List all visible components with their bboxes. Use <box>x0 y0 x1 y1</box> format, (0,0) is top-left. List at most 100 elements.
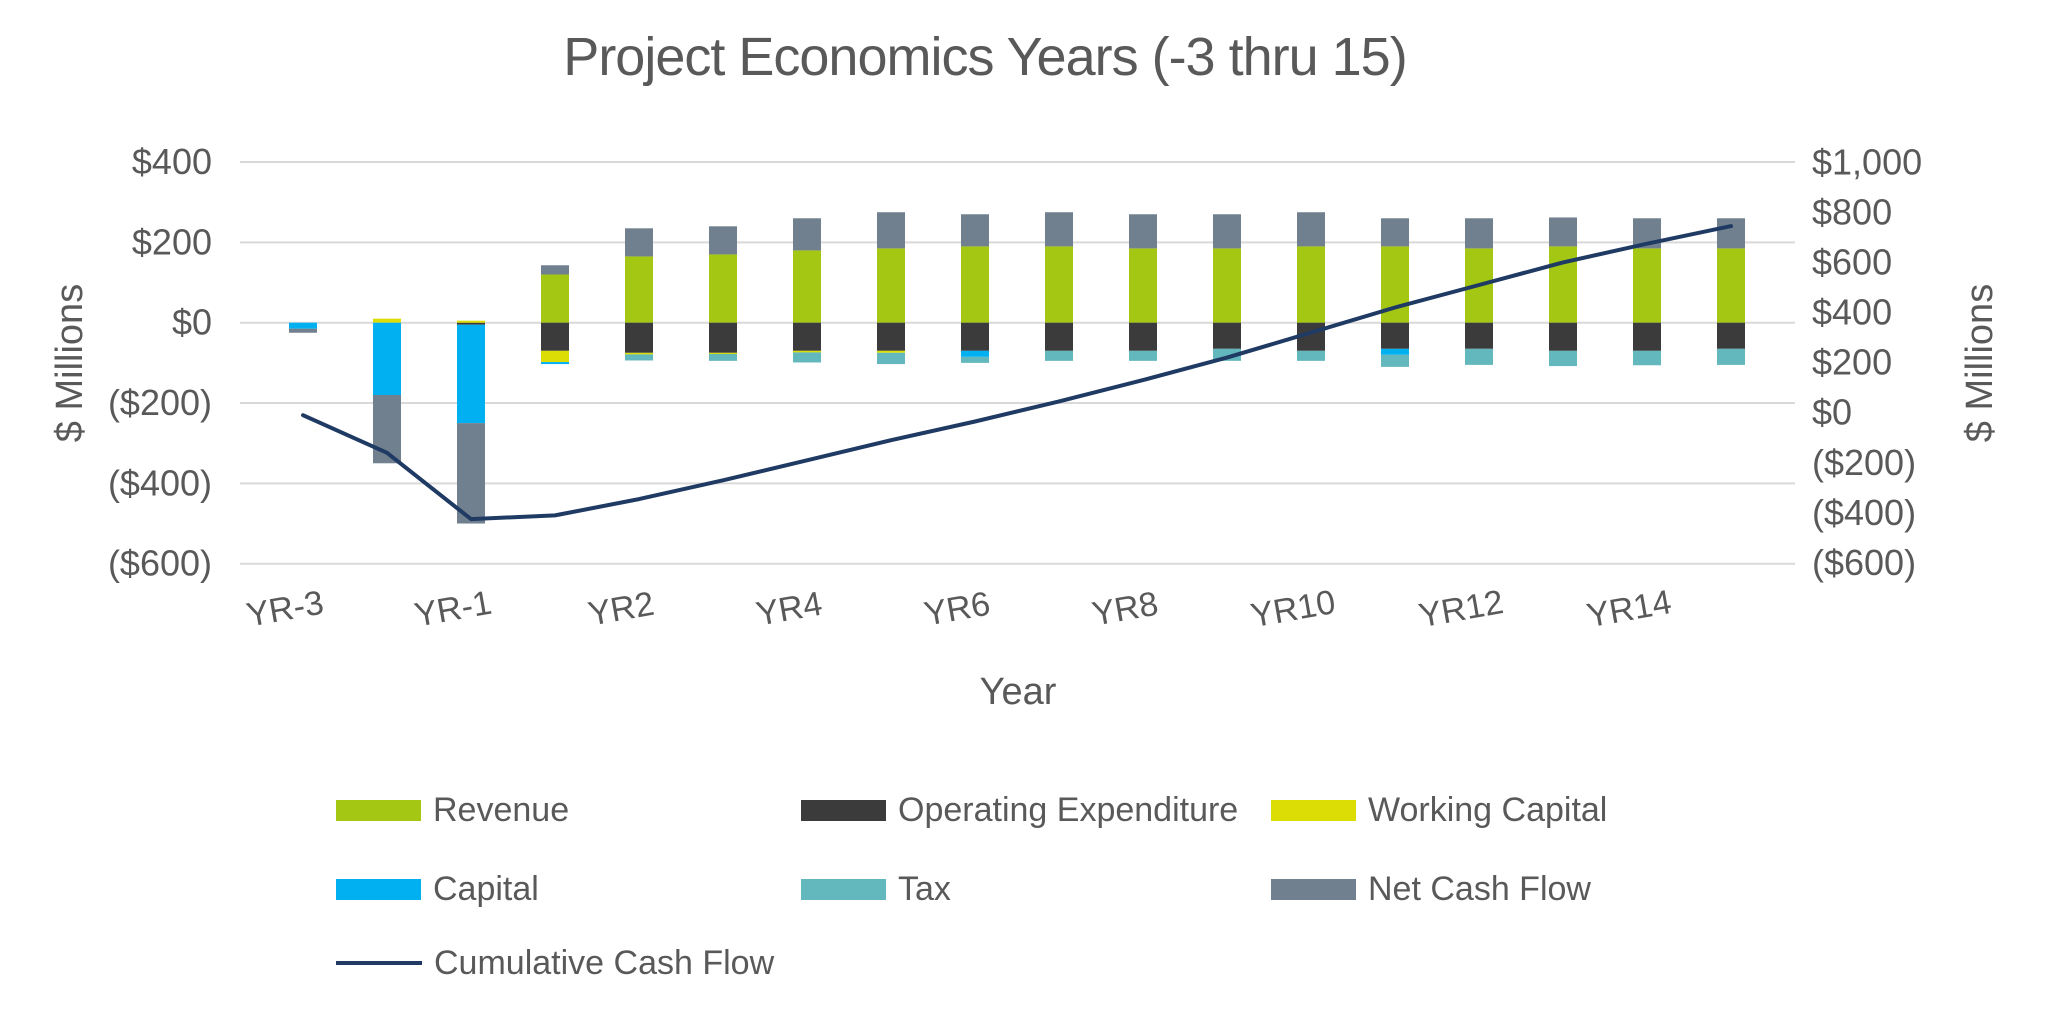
legend-label-tax: Tax <box>898 869 951 908</box>
bar-segment-capital <box>457 324 485 424</box>
legend-item-capital: Capital <box>336 870 539 908</box>
bar-segment-operating-expenditure <box>1045 322 1073 351</box>
left-axis-tick: ($200) <box>108 382 212 423</box>
legend-label-net-cash-flow: Net Cash Flow <box>1368 869 1591 908</box>
bar-segment-revenue <box>1633 248 1661 323</box>
bar-segment-net-cash-flow <box>1213 214 1241 249</box>
plot-area: $400 $200 $0 ($200) ($400) ($600) $1,000 $800 $… <box>49 141 2001 713</box>
bar-segment-tax <box>709 354 737 361</box>
right-axis-tick: $0 <box>1812 392 1852 433</box>
bar-segment-working-capital <box>709 352 737 355</box>
bar-yr11 <box>1381 218 1409 367</box>
x-axis-tick: YR12 <box>1416 583 1506 635</box>
bar-segment-net-cash-flow <box>1465 218 1493 249</box>
right-axis-tick: $200 <box>1812 342 1892 383</box>
legend-label-capital: Capital <box>433 869 539 908</box>
bar-segment-revenue <box>1549 246 1577 323</box>
bar-segment-working-capital <box>373 318 401 323</box>
bar-segment-net-cash-flow <box>625 228 653 257</box>
legend-line-swatch-cumulative-cash-flow <box>336 961 422 965</box>
right-axis-title: $ Millions <box>1959 284 2001 442</box>
bar-segment-working-capital <box>625 352 653 355</box>
left-axis-title: $ Millions <box>49 284 91 442</box>
bar-segment-net-cash-flow <box>709 226 737 255</box>
legend-swatch-working-capital <box>1271 799 1356 821</box>
bar-segment-revenue <box>1213 248 1241 323</box>
left-axis-tick: $200 <box>132 221 212 262</box>
bar-segment-net-cash-flow <box>1129 214 1157 249</box>
gridlines <box>240 161 1795 565</box>
cumulative-cash-flow-line <box>301 224 1733 522</box>
bar-yr2 <box>625 228 653 361</box>
bar-yr8 <box>1129 214 1157 361</box>
bar-segment-net-cash-flow <box>289 328 317 333</box>
bar-segment-revenue <box>1717 248 1745 323</box>
right-axis-tick: ($400) <box>1812 492 1916 533</box>
right-axis-tick: $600 <box>1812 241 1892 282</box>
legend-label-revenue: Revenue <box>433 790 570 829</box>
legend-swatch-operating-expenditure <box>801 799 886 821</box>
bar-yr13 <box>1549 217 1577 367</box>
bar-segment-revenue <box>625 256 653 323</box>
bar-segment-tax <box>1129 350 1157 361</box>
bar-segment-tax <box>793 352 821 363</box>
bar-segment-operating-expenditure <box>457 322 485 325</box>
legend-swatch-net-cash-flow <box>1271 878 1356 900</box>
bar-segment-operating-expenditure <box>877 322 905 351</box>
x-axis-tick: YR10 <box>1248 583 1338 635</box>
bar-segment-net-cash-flow <box>1717 218 1745 249</box>
bar-segment-net-cash-flow <box>1381 218 1409 247</box>
legend-label-working-capital: Working Capital <box>1368 790 1608 829</box>
bar-yr-1 <box>457 320 485 524</box>
bar-segment-tax <box>1633 350 1661 366</box>
legend-swatch-capital <box>336 878 421 900</box>
bar-segment-operating-expenditure <box>1465 322 1493 349</box>
legend-label-cumulative-cash-flow: Cumulative Cash Flow <box>434 943 775 982</box>
right-axis-tick: ($600) <box>1812 542 1916 583</box>
left-axis-tick: ($400) <box>108 462 212 503</box>
legend-item-cumulative-cash-flow: Cumulative Cash Flow <box>336 944 774 982</box>
legend-item-working-capital: Working Capital <box>1271 791 1607 829</box>
legend-swatch-tax <box>801 878 886 900</box>
bar-segment-operating-expenditure <box>709 322 737 353</box>
bar-segment-net-cash-flow <box>961 214 989 247</box>
bar-segment-operating-expenditure <box>625 322 653 353</box>
right-axis-tick: $1,000 <box>1812 141 1922 182</box>
x-axis-title: Year <box>980 671 1057 713</box>
bar-segment-tax <box>1381 354 1409 367</box>
right-axis-tick-labels: $1,000 $800 $600 $400 $200 $0 ($200) ($400) ($60… <box>1812 141 1922 583</box>
left-axis-tick: $400 <box>132 141 212 182</box>
bar-segment-net-cash-flow <box>541 265 569 275</box>
legend-swatch-revenue <box>336 799 421 821</box>
x-axis-tick: YR6 <box>921 585 993 634</box>
bar-segment-tax <box>877 352 905 365</box>
bar-yr10 <box>1297 212 1325 361</box>
bar-yr-2 <box>373 318 401 464</box>
bar-yr1 <box>541 265 569 365</box>
left-axis-tick: ($600) <box>108 543 212 584</box>
bar-yr6 <box>961 214 989 363</box>
bar-segment-net-cash-flow <box>1045 212 1073 247</box>
left-axis-tick: $0 <box>172 302 212 343</box>
bar-segment-operating-expenditure <box>541 322 569 351</box>
right-axis-tick: $400 <box>1812 292 1892 333</box>
bar-segment-revenue <box>877 248 905 323</box>
bar-segment-revenue <box>793 250 821 323</box>
bar-segment-revenue <box>961 246 989 323</box>
bar-segment-operating-expenditure <box>961 322 989 351</box>
legend-item-tax: Tax <box>801 870 951 908</box>
bar-segment-revenue <box>541 274 569 323</box>
bar-segment-net-cash-flow <box>877 212 905 249</box>
legend-item-net-cash-flow: Net Cash Flow <box>1271 870 1591 908</box>
legend-item-operating-expenditure: Operating Expenditure <box>801 791 1238 829</box>
bar-segment-operating-expenditure <box>1129 322 1157 351</box>
bar-yr15 <box>1717 218 1745 365</box>
x-axis-tick-labels: YR-3 YR-1 YR2 YR4 YR6 YR8 YR10 YR12 YR14 <box>244 583 1675 635</box>
bar-segment-operating-expenditure <box>1633 322 1661 351</box>
legend-label-operating-expenditure: Operating Expenditure <box>898 790 1239 829</box>
x-axis-tick: YR2 <box>585 585 657 634</box>
x-axis-tick: YR8 <box>1089 585 1161 634</box>
right-axis-tick: $800 <box>1812 191 1892 232</box>
bar-segment-revenue <box>1045 246 1073 323</box>
